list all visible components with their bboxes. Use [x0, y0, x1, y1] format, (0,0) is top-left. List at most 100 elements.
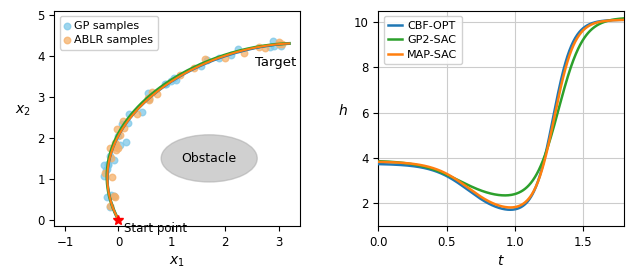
GP samples	[160, 82, 170, 87]
GP2-SAC	[501, 194, 509, 197]
ABLR samples	[239, 51, 250, 55]
ABLR samples	[274, 40, 284, 44]
ABLR samples	[277, 42, 287, 46]
MAP-SAC	[374, 160, 382, 163]
GP samples	[172, 78, 182, 82]
GP samples	[143, 91, 153, 95]
CBF-OPT	[492, 205, 499, 208]
GP samples	[227, 52, 237, 57]
ABLR samples	[147, 90, 157, 94]
Text: Target: Target	[255, 56, 296, 69]
Text: Start point: Start point	[124, 222, 187, 235]
GP samples	[109, 158, 119, 163]
MAP-SAC	[615, 18, 623, 22]
GP samples	[117, 122, 127, 126]
GP samples	[99, 174, 109, 178]
CBF-OPT	[620, 18, 628, 22]
Legend: CBF-OPT, GP2-SAC, MAP-SAC: CBF-OPT, GP2-SAC, MAP-SAC	[384, 16, 462, 64]
ABLR samples	[253, 45, 264, 49]
ABLR samples	[113, 146, 123, 150]
CBF-OPT	[615, 18, 623, 22]
ABLR samples	[109, 193, 119, 198]
MAP-SAC	[577, 32, 584, 35]
GP samples	[99, 163, 109, 167]
ABLR samples	[189, 66, 199, 70]
CBF-OPT	[493, 205, 500, 209]
Line: CBF-OPT: CBF-OPT	[378, 20, 624, 210]
ABLR samples	[274, 42, 284, 46]
ABLR samples	[175, 73, 185, 77]
MAP-SAC	[521, 201, 529, 204]
Y-axis label: $x_2$: $x_2$	[15, 104, 31, 118]
GP samples	[169, 76, 179, 80]
ABLR samples	[220, 56, 230, 60]
GP samples	[214, 56, 224, 60]
GP2-SAC	[620, 17, 628, 20]
ABLR samples	[143, 96, 154, 100]
Line: GP2-SAC: GP2-SAC	[378, 18, 624, 196]
GP samples	[269, 44, 279, 48]
Line: MAP-SAC: MAP-SAC	[378, 20, 624, 207]
GP samples	[113, 134, 123, 138]
Text: Obstacle: Obstacle	[182, 152, 237, 165]
GP samples	[124, 112, 134, 116]
X-axis label: $t$: $t$	[497, 254, 505, 266]
GP samples	[233, 47, 243, 51]
GP2-SAC	[374, 160, 382, 163]
GP2-SAC	[492, 193, 499, 196]
MAP-SAC	[493, 203, 500, 206]
ABLR samples	[109, 195, 120, 199]
ABLR samples	[200, 56, 211, 61]
CBF-OPT	[506, 208, 514, 211]
GP samples	[121, 140, 131, 144]
ABLR samples	[119, 126, 129, 130]
ABLR samples	[144, 98, 154, 102]
ABLR samples	[115, 133, 125, 137]
CBF-OPT	[577, 30, 584, 33]
GP samples	[115, 143, 125, 148]
GP samples	[102, 163, 113, 167]
MAP-SAC	[620, 18, 628, 22]
GP samples	[109, 194, 119, 198]
ABLR samples	[152, 92, 162, 96]
CBF-OPT	[374, 163, 382, 166]
GP samples	[268, 39, 278, 43]
GP samples	[104, 205, 115, 209]
GP2-SAC	[521, 187, 529, 190]
ABLR samples	[105, 146, 115, 151]
ABLR samples	[118, 119, 129, 123]
MAP-SAC	[508, 206, 516, 209]
GP samples	[102, 195, 112, 199]
GP samples	[202, 58, 212, 63]
ABLR samples	[132, 112, 142, 117]
GP samples	[100, 168, 111, 172]
GP samples	[102, 167, 112, 172]
GP2-SAC	[493, 193, 500, 196]
CBF-OPT	[521, 203, 529, 206]
ABLR samples	[111, 127, 122, 131]
GP2-SAC	[508, 193, 516, 196]
ABLR samples	[106, 156, 116, 160]
Ellipse shape	[161, 135, 257, 182]
ABLR samples	[144, 96, 154, 100]
ABLR samples	[110, 142, 120, 146]
ABLR samples	[110, 145, 120, 149]
GP samples	[161, 82, 171, 86]
X-axis label: $x_1$: $x_1$	[169, 254, 185, 266]
GP samples	[196, 64, 207, 68]
GP2-SAC	[577, 43, 584, 46]
ABLR samples	[105, 204, 115, 208]
MAP-SAC	[506, 206, 514, 209]
Y-axis label: $h$: $h$	[338, 103, 348, 118]
GP samples	[103, 162, 113, 167]
Legend: GP samples, ABLR samples: GP samples, ABLR samples	[60, 16, 158, 49]
GP samples	[144, 97, 154, 101]
GP samples	[264, 44, 275, 49]
GP samples	[123, 121, 133, 125]
ABLR samples	[260, 45, 270, 50]
ABLR samples	[111, 148, 121, 152]
MAP-SAC	[492, 203, 499, 206]
ABLR samples	[110, 141, 120, 145]
GP samples	[106, 193, 116, 197]
GP samples	[137, 110, 147, 114]
